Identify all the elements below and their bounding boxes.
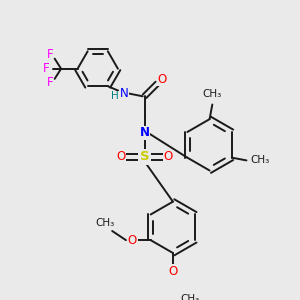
Text: F: F [43,62,50,75]
Text: CH₃: CH₃ [95,218,115,228]
Text: N: N [120,87,129,100]
Text: CH₃: CH₃ [250,155,269,165]
Text: O: O [164,150,173,163]
Text: CH₃: CH₃ [180,294,200,300]
Text: S: S [140,150,149,163]
Text: F: F [47,49,53,62]
Text: O: O [157,73,167,86]
Text: N: N [140,127,149,140]
Text: F: F [47,76,53,89]
Text: O: O [116,150,125,163]
Text: O: O [128,234,137,247]
Text: H: H [111,91,119,101]
Text: CH₃: CH₃ [203,89,222,99]
Text: O: O [168,265,178,278]
